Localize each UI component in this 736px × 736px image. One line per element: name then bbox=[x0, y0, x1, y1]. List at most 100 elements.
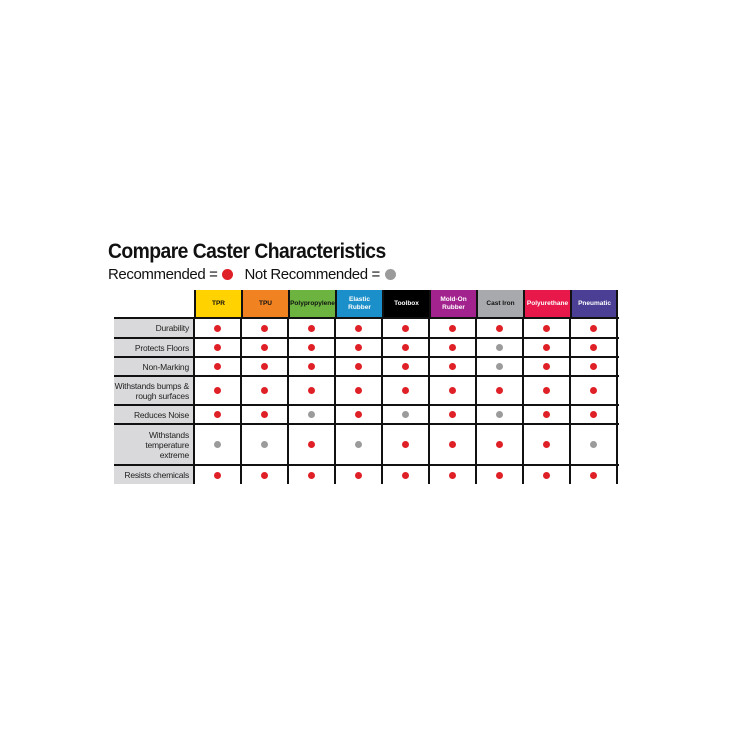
column-header: Cast Iron bbox=[476, 290, 523, 317]
not-recommended-dot-icon bbox=[590, 441, 597, 448]
recommended-dot-icon bbox=[308, 324, 315, 332]
table-cell bbox=[288, 318, 335, 338]
column-header: Elastic Rubber bbox=[335, 290, 382, 317]
not-recommended-dot-icon bbox=[496, 411, 503, 418]
table-cell bbox=[288, 338, 335, 357]
row-label: Reduces Noise bbox=[114, 406, 194, 423]
table-cell bbox=[335, 338, 382, 357]
row-label: Withstands temperature extreme bbox=[114, 425, 194, 464]
column-header: TPR bbox=[194, 290, 241, 317]
recommended-dot-icon bbox=[449, 363, 456, 370]
recommended-dot-icon bbox=[214, 344, 221, 351]
table-cell bbox=[476, 318, 523, 338]
column-divider bbox=[475, 317, 477, 484]
table-cell bbox=[194, 338, 241, 357]
recommended-dot-icon bbox=[402, 363, 409, 370]
recommended-dot-icon bbox=[308, 363, 315, 370]
table-cell bbox=[476, 376, 523, 405]
table-cell bbox=[429, 465, 476, 485]
table-cell bbox=[335, 376, 382, 405]
recommended-dot-icon bbox=[214, 324, 221, 332]
column-divider bbox=[616, 290, 618, 484]
column-divider bbox=[569, 317, 571, 484]
column-divider bbox=[193, 317, 195, 484]
recommended-dot-icon bbox=[402, 324, 409, 332]
table-cell bbox=[429, 424, 476, 465]
table-cell bbox=[476, 405, 523, 424]
recommended-dot-icon bbox=[449, 411, 456, 418]
table-cell bbox=[429, 338, 476, 357]
recommended-dot-icon bbox=[543, 471, 550, 479]
column-divider bbox=[381, 317, 383, 484]
table-cell bbox=[523, 338, 570, 357]
table-cell bbox=[241, 338, 288, 357]
recommended-dot-icon bbox=[496, 324, 503, 332]
row-divider bbox=[114, 423, 619, 425]
recommended-dot-icon bbox=[308, 441, 315, 448]
row-label: Protects Floors bbox=[114, 339, 194, 356]
table-cell bbox=[382, 424, 429, 465]
recommended-dot-icon bbox=[590, 363, 597, 370]
recommended-dot-icon bbox=[261, 324, 268, 332]
recommended-dot-icon bbox=[355, 344, 362, 351]
table-cell bbox=[288, 424, 335, 465]
column-header: Polypropylene bbox=[288, 290, 335, 317]
recommended-dot-icon bbox=[590, 387, 597, 394]
recommended-dot-icon bbox=[543, 324, 550, 332]
table-cell bbox=[335, 465, 382, 485]
table-cell bbox=[382, 357, 429, 376]
recommended-dot-icon bbox=[308, 387, 315, 394]
table-cell bbox=[194, 465, 241, 485]
table-cell bbox=[429, 405, 476, 424]
table-cell bbox=[429, 376, 476, 405]
table-cell bbox=[241, 318, 288, 338]
recommended-dot-icon bbox=[402, 471, 409, 479]
table-cell bbox=[288, 376, 335, 405]
table-cell bbox=[429, 357, 476, 376]
table-cell bbox=[476, 357, 523, 376]
recommended-dot-icon bbox=[355, 471, 362, 479]
recommended-dot-icon bbox=[214, 387, 221, 394]
recommended-dot-icon bbox=[261, 387, 268, 394]
not-recommended-dot-icon bbox=[384, 269, 396, 280]
recommended-dot-icon bbox=[355, 411, 362, 418]
row-divider bbox=[114, 375, 619, 377]
recommended-dot-icon bbox=[261, 471, 268, 479]
recommended-dot-icon bbox=[590, 324, 597, 332]
column-divider bbox=[428, 317, 430, 484]
recommended-dot-icon bbox=[449, 471, 456, 479]
table-cell bbox=[241, 357, 288, 376]
recommended-dot-icon bbox=[355, 363, 362, 370]
recommended-dot-icon bbox=[402, 387, 409, 394]
recommended-dot-icon bbox=[402, 344, 409, 351]
column-divider bbox=[287, 317, 289, 484]
recommended-dot-icon bbox=[449, 387, 456, 394]
table-cell bbox=[382, 405, 429, 424]
recommended-dot-icon bbox=[590, 471, 597, 479]
recommended-dot-icon bbox=[308, 471, 315, 479]
recommended-dot-icon bbox=[261, 411, 268, 418]
table-cell bbox=[288, 405, 335, 424]
table-cell bbox=[476, 465, 523, 485]
row-label: Resists chemicals bbox=[114, 466, 194, 484]
row-divider bbox=[114, 464, 619, 466]
column-header: Toolbox bbox=[382, 290, 429, 317]
table-cell bbox=[523, 465, 570, 485]
row-label: Non-Marking bbox=[114, 358, 194, 375]
recommended-dot-icon bbox=[402, 441, 409, 448]
table-cell bbox=[382, 338, 429, 357]
table-cell bbox=[194, 318, 241, 338]
column-divider bbox=[522, 317, 524, 484]
recommended-dot-icon bbox=[543, 411, 550, 418]
table-cell bbox=[382, 318, 429, 338]
table-cell bbox=[241, 424, 288, 465]
recommended-dot-icon bbox=[261, 344, 268, 351]
not-recommended-dot-icon bbox=[308, 411, 315, 418]
table-cell bbox=[194, 424, 241, 465]
table-cell bbox=[241, 405, 288, 424]
recommended-dot-icon bbox=[449, 324, 456, 332]
table-cell bbox=[241, 376, 288, 405]
table-cell bbox=[335, 424, 382, 465]
recommended-dot-icon bbox=[590, 411, 597, 418]
recommended-dot-icon bbox=[543, 387, 550, 394]
